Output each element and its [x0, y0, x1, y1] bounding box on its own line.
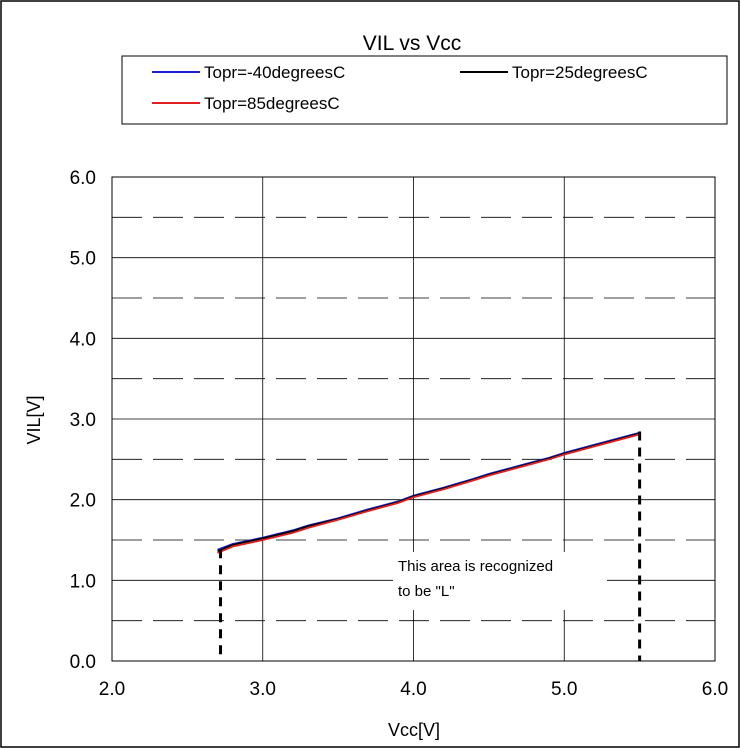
- plot-area: 0.0 1.0 2.0 3.0 4.0 5.0 6.0 2.0 3.0 4.0 5.0 6.0: [70, 168, 729, 700]
- legend-label: Topr=85degreesC: [204, 94, 340, 113]
- y-tick-label: 1.0: [70, 571, 96, 592]
- x-tick-label: 4.0: [400, 679, 426, 700]
- legend: Topr=-40degreesC Topr=25degreesC Topr=85de…: [121, 55, 728, 125]
- x-tick-label: 5.0: [551, 679, 577, 700]
- y-axis-label: VIL[V]: [24, 395, 44, 444]
- annotation-line-2: to be "L": [398, 583, 455, 600]
- legend-label: Topr=25degreesC: [512, 63, 648, 82]
- x-tick-label: 6.0: [702, 679, 728, 700]
- x-tick-label: 2.0: [99, 679, 125, 700]
- annotation-line-1: This area is recognized: [398, 558, 553, 575]
- chart-title: VIL vs Vcc: [363, 32, 461, 55]
- y-tick-label: 5.0: [70, 249, 96, 270]
- y-tick-label: 2.0: [70, 491, 96, 512]
- legend-label: Topr=-40degreesC: [204, 63, 345, 82]
- y-tick-label: 4.0: [70, 329, 96, 350]
- legend-box: [121, 55, 728, 125]
- y-tick-label: 6.0: [70, 168, 96, 189]
- y-tick-label: 3.0: [70, 410, 96, 431]
- annotation-background: [393, 552, 607, 610]
- x-axis-label: Vcc[V]: [388, 720, 440, 740]
- x-tick-label: 3.0: [250, 679, 276, 700]
- series-line: [217, 433, 640, 554]
- y-tick-label: 0.0: [70, 652, 96, 673]
